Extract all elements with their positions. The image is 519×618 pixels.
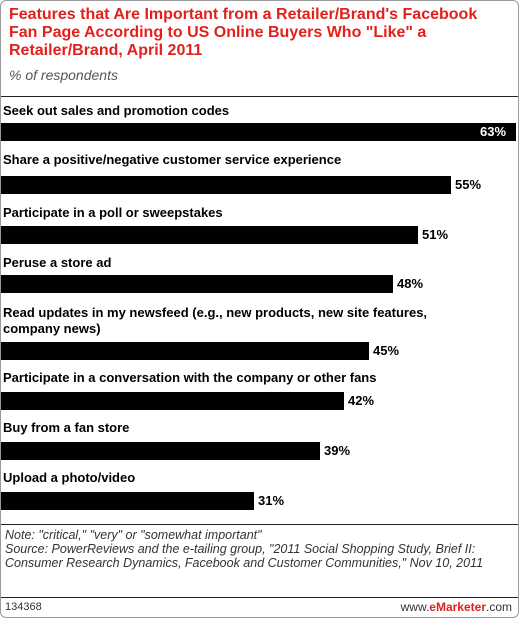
chart-id: 134368 bbox=[5, 601, 42, 613]
category-label: Participate in a poll or sweepstakes bbox=[3, 205, 223, 220]
category-label: Peruse a store ad bbox=[3, 255, 112, 270]
bar bbox=[1, 176, 451, 194]
value-label: 42% bbox=[348, 393, 375, 408]
source-text: Source: PowerReviews and the e-tailing g… bbox=[5, 542, 484, 570]
value-label: 63% bbox=[480, 124, 507, 139]
chart-subtitle: % of respondents bbox=[9, 67, 118, 83]
chart-title: Features that Are Important from a Retai… bbox=[9, 6, 478, 59]
bar bbox=[1, 392, 344, 410]
value-label: 31% bbox=[258, 493, 285, 508]
category-label: Seek out sales and promotion codes bbox=[3, 103, 230, 118]
value-label: 39% bbox=[324, 443, 351, 458]
brand-name: eMarketer bbox=[429, 600, 486, 614]
category-label: Read updates in my newsfeed (e.g., new p… bbox=[3, 305, 428, 336]
category-label: Buy from a fan store bbox=[3, 420, 130, 435]
category-label: Upload a photo/video bbox=[3, 470, 136, 485]
brand-prefix: www. bbox=[400, 600, 430, 614]
notes-rule bbox=[1, 524, 518, 525]
emarketer-logo[interactable]: www.eMarketer.com bbox=[401, 600, 512, 614]
bar bbox=[1, 442, 320, 460]
category-label: Share a positive/negative customer servi… bbox=[3, 152, 342, 167]
chart-notes: Note: "critical," "very" or "somewhat im… bbox=[5, 528, 513, 570]
value-label: 48% bbox=[397, 276, 424, 291]
category-label: Participate in a conversation with the c… bbox=[3, 370, 377, 385]
bar bbox=[1, 342, 369, 360]
bar bbox=[1, 492, 254, 510]
bar bbox=[1, 226, 418, 244]
value-label: 45% bbox=[373, 343, 400, 358]
brand-suffix: .com bbox=[485, 600, 512, 614]
footer-rule bbox=[1, 597, 518, 598]
bar bbox=[1, 275, 393, 293]
value-label: 51% bbox=[422, 227, 449, 242]
note-text: Note: "critical," "very" or "somewhat im… bbox=[5, 528, 262, 542]
bar bbox=[1, 123, 516, 141]
value-label: 55% bbox=[455, 177, 482, 192]
bar-chart: Seek out sales and promotion codes 63% Sha… bbox=[1, 97, 518, 525]
top-rule bbox=[1, 96, 518, 97]
